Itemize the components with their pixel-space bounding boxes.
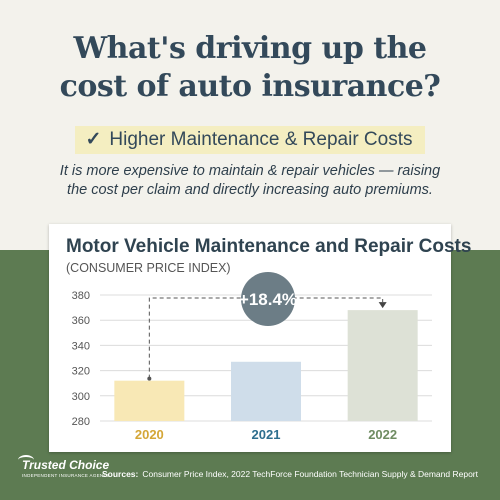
y-tick-label-360: 360 xyxy=(72,315,90,327)
change-start-dot xyxy=(147,376,152,381)
bar-2021 xyxy=(231,361,301,421)
y-tick-label-280: 280 xyxy=(72,416,90,428)
y-tick-label-380: 380 xyxy=(72,290,90,302)
chart-title: Motor Vehicle Maintenance and Repair Cos… xyxy=(66,236,472,257)
trusted-choice-logo: Trusted Choice INDEPENDENT INSURANCE AGE… xyxy=(18,455,110,478)
change-badge-label: +18.4% xyxy=(239,290,297,309)
description-line-2: the cost per claim and directly increasi… xyxy=(67,182,433,198)
change-arrowhead-icon xyxy=(378,302,387,309)
logo-swoosh-icon xyxy=(18,455,34,465)
subhead-text: Higher Maintenance & Repair Costs xyxy=(109,129,413,150)
subhead: ✓ Higher Maintenance & Repair Costs xyxy=(0,126,500,154)
logo-name: Trusted Choice xyxy=(22,458,110,472)
logo-tagline: INDEPENDENT INSURANCE AGENTS xyxy=(22,473,110,478)
check-icon: ✓ xyxy=(85,129,102,150)
change-badge xyxy=(241,272,295,326)
headline-line-2: cost of auto insurance? xyxy=(59,69,441,104)
sources-text: Consumer Price Index, 2022 TechForce Fou… xyxy=(142,469,478,479)
x-category-label-2022: 2022 xyxy=(368,427,397,442)
x-category-label-2021: 2021 xyxy=(252,427,281,442)
headline: What's driving up the cost of auto insur… xyxy=(0,30,500,106)
sources-line: Sources: Consumer Price Index, 2022 TechF… xyxy=(102,469,478,479)
description-line-1: It is more expensive to maintain & repai… xyxy=(59,163,441,179)
chart-subtitle: (CONSUMER PRICE INDEX) xyxy=(66,261,231,275)
bar-2020 xyxy=(114,380,185,421)
subhead-highlight: ✓ Higher Maintenance & Repair Costs xyxy=(75,126,425,154)
y-tick-label-320: 320 xyxy=(72,366,90,378)
bar-2022 xyxy=(347,310,418,421)
y-tick-label-300: 300 xyxy=(72,391,90,403)
y-tick-label-340: 340 xyxy=(72,340,90,352)
x-category-label-2020: 2020 xyxy=(135,427,164,442)
sources-label: Sources: xyxy=(101,469,139,479)
headline-line-1: What's driving up the xyxy=(73,31,427,66)
description: It is more expensive to maintain & repai… xyxy=(20,162,480,200)
